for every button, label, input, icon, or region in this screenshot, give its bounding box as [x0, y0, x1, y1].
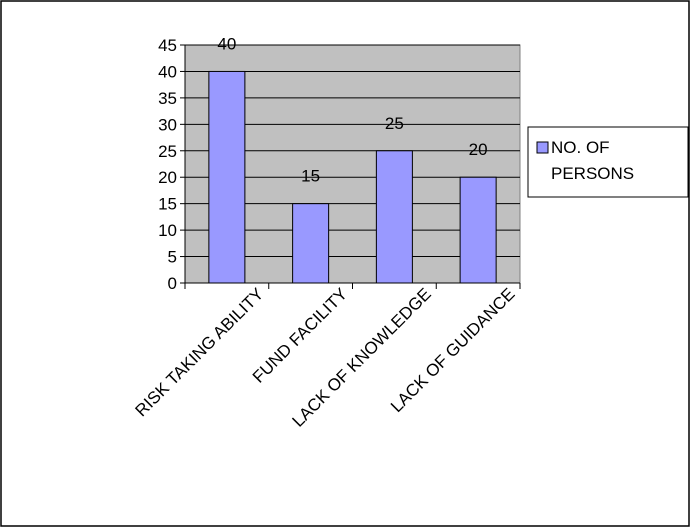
bar	[292, 203, 330, 284]
y-tick-label: 5	[168, 248, 177, 267]
legend-label-line-1: NO. OF	[551, 138, 610, 157]
y-tick-label: 30	[158, 115, 177, 134]
data-label: 20	[469, 140, 488, 159]
y-tick-label: 35	[158, 89, 177, 108]
legend-swatch	[536, 141, 549, 154]
bar	[459, 176, 497, 284]
data-label: 40	[217, 34, 236, 53]
y-tick-label: 0	[168, 274, 177, 293]
y-tick-label: 45	[158, 36, 177, 55]
legend: NO. OF PERSONS	[527, 126, 689, 198]
data-labels: 40 15 25 20	[217, 34, 487, 185]
bar	[208, 70, 246, 284]
bars	[208, 70, 497, 284]
y-tick-label: 40	[158, 62, 177, 81]
y-tick-label: 10	[158, 221, 177, 240]
data-label: 15	[301, 167, 320, 186]
y-tick-label: 20	[158, 168, 177, 187]
bar	[375, 150, 413, 284]
y-axis: 0 5 10 15 20 25 30 35 40 45	[158, 36, 186, 293]
data-label: 25	[385, 114, 404, 133]
y-tick-label: 15	[158, 195, 177, 214]
legend-box	[527, 126, 689, 198]
y-tick-label: 25	[158, 142, 177, 161]
legend-label-line-2: PERSONS	[551, 164, 634, 183]
